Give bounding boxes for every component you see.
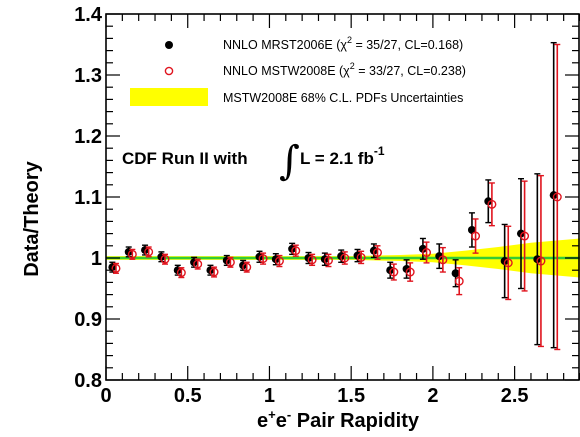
data-point — [372, 248, 382, 258]
legend-entry-mstw: NNLO MSTW2008E (χ2 = 33/27, CL=0.238) — [223, 61, 466, 78]
luminosity-annotation: CDF Run II with ∫ L = 2.1 fb-1 — [122, 138, 385, 184]
data-point — [552, 192, 562, 202]
data-point — [307, 255, 317, 265]
data-point — [389, 267, 399, 277]
legend: NNLO MRST2006E (χ2 = 35/27, CL=0.168) NN… — [130, 35, 466, 106]
y-tick-label: 0.8 — [74, 370, 102, 392]
annotation-body: L = 2.1 fb-1 — [300, 144, 385, 168]
data-point — [209, 267, 219, 277]
y-tick-label: 1.4 — [74, 4, 103, 26]
data-point — [258, 254, 268, 264]
x-tick-label: 1 — [264, 385, 275, 407]
data-points-layer — [108, 41, 562, 351]
legend-marker-mrst — [165, 41, 173, 49]
x-tick-label: 0.5 — [174, 385, 202, 407]
y-tick-label: 1.2 — [74, 126, 102, 148]
x-tick-label: 1.5 — [337, 385, 365, 407]
annotation-prefix: CDF Run II with — [122, 149, 248, 168]
data-point — [454, 276, 464, 286]
data-point — [160, 254, 170, 264]
data-point — [484, 197, 493, 206]
data-point — [422, 248, 432, 258]
legend-band-swatch — [130, 88, 208, 106]
y-tick-label: 1.3 — [74, 65, 102, 87]
data-point — [274, 256, 284, 266]
x-axis-title-sup-minus: - — [287, 407, 291, 422]
data-point — [111, 263, 121, 273]
y-axis-title: Data/Theory — [21, 160, 43, 276]
data-point — [193, 259, 203, 269]
data-point — [242, 262, 252, 272]
data-point — [536, 256, 546, 266]
data-point — [418, 244, 427, 253]
data-point — [503, 258, 513, 268]
data-point — [323, 255, 333, 265]
data-point — [405, 267, 415, 277]
data-point — [225, 257, 235, 267]
y-tick-label: 1.1 — [74, 187, 102, 209]
data-point — [144, 247, 154, 257]
series-mstw2008e — [111, 43, 562, 351]
data-point — [340, 253, 350, 263]
legend-entry-band: MSTW2008E 68% C.L. PDFs Uncertainties — [223, 91, 463, 105]
x-axis-title-rest: Pair Rapidity — [291, 410, 420, 432]
integral-symbol: ∫ — [279, 138, 300, 184]
x-axis-title-e2: e — [276, 410, 287, 432]
data-point — [438, 255, 448, 265]
legend-marker-mstw — [164, 66, 174, 76]
x-tick-label: 2 — [427, 385, 438, 407]
data-point — [402, 264, 411, 273]
data-point — [176, 268, 186, 278]
data-point — [520, 231, 530, 241]
x-tick-label: 2.5 — [501, 385, 529, 407]
axes-layer — [105, 13, 580, 381]
tick-labels-layer: 0 0.5 1 1.5 2 2.5 0.8 0.9 1 1.1 1.2 1.3 1.4 — [74, 4, 528, 407]
x-axis-title-e1: e — [257, 410, 268, 432]
data-point — [435, 252, 444, 261]
data-point — [127, 249, 137, 259]
y-tick-label: 1 — [91, 248, 102, 270]
data-point — [291, 246, 301, 256]
data-point — [356, 252, 366, 262]
x-axis-title: e+e- Pair Rapidity — [257, 407, 420, 432]
x-axis-title-sup-plus: + — [268, 407, 276, 422]
data-point — [451, 269, 460, 278]
y-tick-label: 0.9 — [74, 309, 102, 331]
data-point — [471, 231, 481, 241]
x-tick-label: 0 — [100, 385, 111, 407]
data-point — [487, 199, 497, 209]
legend-entry-mrst: NNLO MRST2006E (χ2 = 35/27, CL=0.168) — [223, 35, 463, 52]
